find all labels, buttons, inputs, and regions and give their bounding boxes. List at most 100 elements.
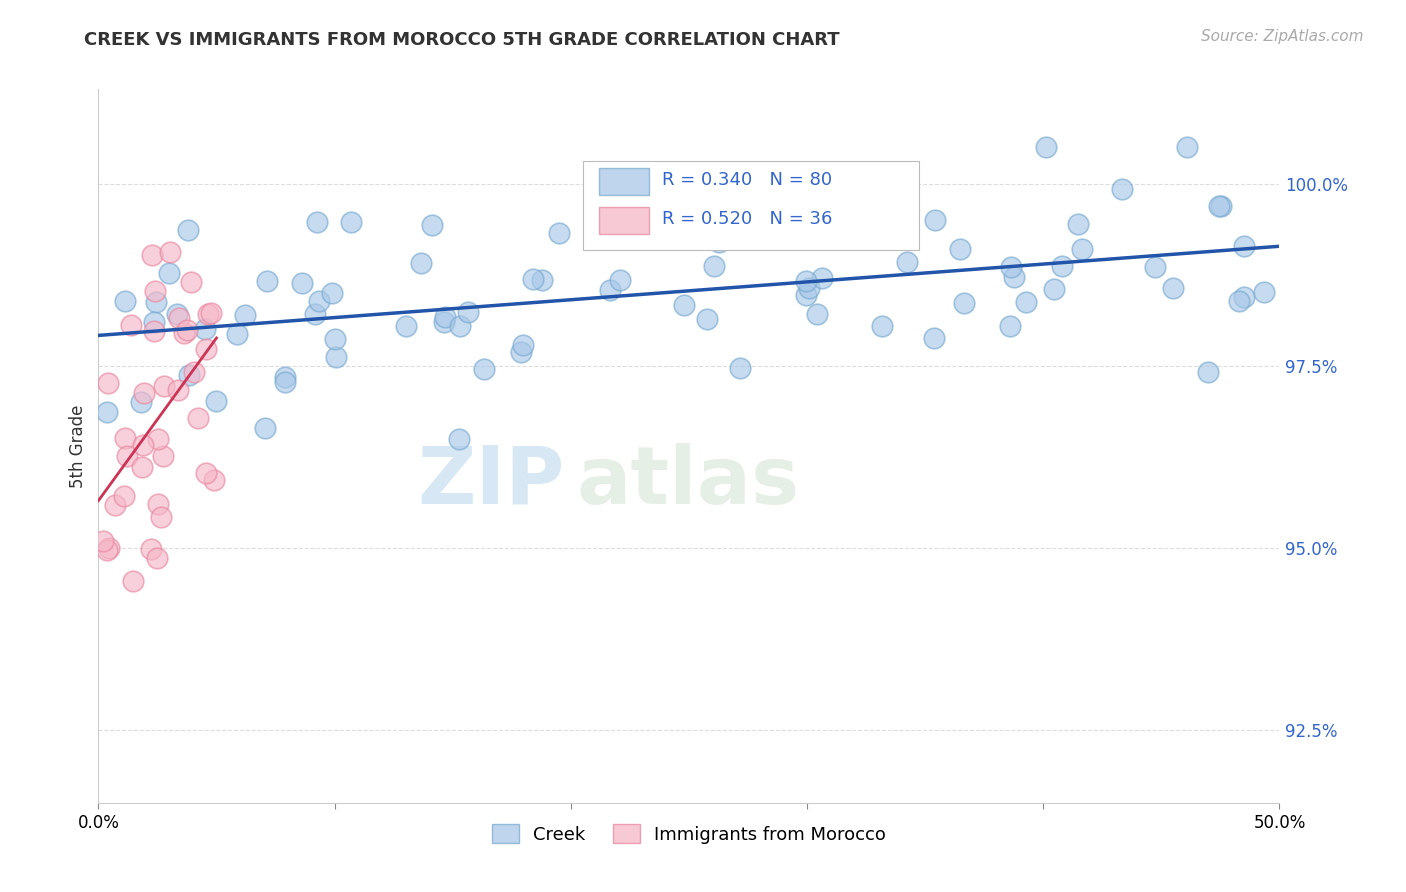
Point bbox=[811, 271, 834, 285]
Point bbox=[226, 327, 249, 342]
Point bbox=[1208, 199, 1230, 213]
Point bbox=[146, 432, 169, 446]
Point bbox=[96, 405, 118, 419]
Point bbox=[132, 438, 155, 452]
Point bbox=[233, 308, 256, 322]
Point bbox=[325, 350, 347, 364]
Point bbox=[395, 319, 418, 334]
Point bbox=[548, 226, 571, 240]
Text: R = 0.340   N = 80: R = 0.340 N = 80 bbox=[662, 171, 832, 189]
FancyBboxPatch shape bbox=[599, 168, 648, 194]
Point bbox=[180, 275, 202, 289]
Text: Source: ZipAtlas.com: Source: ZipAtlas.com bbox=[1201, 29, 1364, 44]
Point bbox=[167, 311, 190, 326]
Point bbox=[273, 369, 295, 384]
Point bbox=[146, 551, 169, 566]
Point bbox=[97, 376, 120, 391]
Point bbox=[510, 345, 533, 359]
Point bbox=[796, 288, 818, 302]
Point bbox=[787, 226, 810, 240]
Point bbox=[114, 294, 136, 309]
Point bbox=[166, 383, 188, 397]
Point bbox=[730, 361, 752, 376]
Point bbox=[799, 281, 821, 295]
Point bbox=[1071, 242, 1094, 256]
Point bbox=[177, 368, 200, 383]
Point bbox=[627, 202, 650, 217]
Point bbox=[308, 294, 330, 309]
Point bbox=[998, 318, 1021, 333]
Point bbox=[1000, 260, 1022, 275]
Point bbox=[183, 365, 205, 379]
Point bbox=[1233, 290, 1256, 304]
Point bbox=[599, 283, 621, 297]
Point bbox=[157, 266, 180, 280]
Point bbox=[131, 460, 153, 475]
Point bbox=[924, 213, 946, 227]
Point bbox=[1111, 182, 1133, 196]
Point bbox=[91, 533, 114, 548]
Point bbox=[434, 310, 457, 324]
Point bbox=[433, 315, 456, 329]
Point bbox=[152, 379, 174, 393]
Point bbox=[673, 297, 696, 311]
Point bbox=[145, 284, 167, 298]
Point bbox=[145, 294, 167, 309]
Point bbox=[141, 248, 163, 262]
Point bbox=[166, 307, 188, 321]
Point bbox=[173, 326, 195, 340]
Point bbox=[104, 498, 127, 512]
Point bbox=[420, 218, 443, 232]
Point bbox=[1035, 140, 1057, 154]
Point bbox=[149, 510, 172, 524]
Point bbox=[194, 342, 217, 356]
Point bbox=[143, 316, 166, 330]
Point bbox=[1233, 238, 1256, 252]
Point bbox=[806, 307, 828, 321]
Point bbox=[896, 255, 918, 269]
Point bbox=[1015, 294, 1038, 309]
Point bbox=[321, 286, 343, 301]
Point bbox=[449, 432, 471, 446]
Point bbox=[139, 541, 162, 556]
Point bbox=[305, 215, 328, 229]
FancyBboxPatch shape bbox=[582, 161, 920, 250]
Point bbox=[1177, 140, 1199, 154]
Text: ZIP: ZIP bbox=[418, 442, 565, 521]
Point bbox=[609, 273, 631, 287]
Point bbox=[457, 305, 479, 319]
Point bbox=[1211, 199, 1233, 213]
Point bbox=[952, 296, 974, 310]
Point bbox=[120, 318, 142, 332]
Point bbox=[304, 307, 326, 321]
Point bbox=[194, 321, 217, 335]
Point bbox=[709, 235, 731, 250]
Point bbox=[696, 311, 718, 326]
Point bbox=[323, 332, 346, 346]
Point bbox=[131, 395, 153, 409]
Point bbox=[522, 272, 544, 286]
FancyBboxPatch shape bbox=[599, 207, 648, 234]
Point bbox=[134, 386, 156, 401]
Point bbox=[114, 431, 136, 445]
Point bbox=[409, 256, 432, 270]
Text: R = 0.520   N = 36: R = 0.520 N = 36 bbox=[662, 211, 832, 228]
Point bbox=[202, 474, 225, 488]
Text: CREEK VS IMMIGRANTS FROM MOROCCO 5TH GRADE CORRELATION CHART: CREEK VS IMMIGRANTS FROM MOROCCO 5TH GRA… bbox=[84, 31, 839, 49]
Point bbox=[112, 489, 135, 503]
Point bbox=[197, 308, 219, 322]
Point bbox=[922, 331, 945, 345]
Point bbox=[273, 375, 295, 389]
Point bbox=[449, 319, 471, 334]
Point bbox=[512, 338, 534, 352]
Point bbox=[194, 467, 217, 481]
Legend: Creek, Immigrants from Morocco: Creek, Immigrants from Morocco bbox=[492, 824, 886, 844]
Point bbox=[1161, 281, 1184, 295]
Point bbox=[949, 242, 972, 256]
Point bbox=[1066, 217, 1088, 231]
Text: atlas: atlas bbox=[576, 442, 800, 521]
Point bbox=[291, 276, 314, 290]
Point bbox=[256, 274, 278, 288]
Point bbox=[472, 362, 495, 376]
Point bbox=[734, 173, 756, 187]
